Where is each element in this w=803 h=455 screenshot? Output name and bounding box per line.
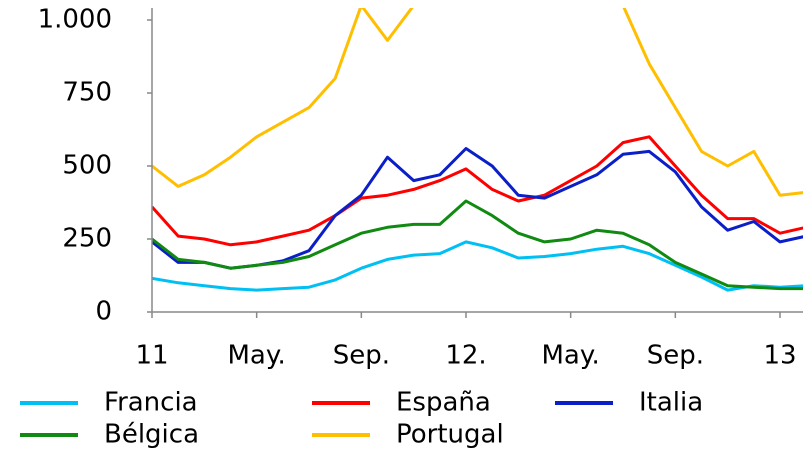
series-line [152,135,803,247]
x-tick-label: 12. [445,341,486,371]
legend-label: Francia [104,388,198,418]
y-tick-label: 0 [95,297,112,327]
legend-label: Portugal [396,420,504,450]
x-tick-label: May. [228,341,286,371]
legend-label: Bélgica [104,420,199,450]
x-tick-label: 11 [135,341,168,371]
y-tick-label: 750 [62,78,112,108]
x-tick-label: Sep. [647,341,704,371]
plot-area [152,8,803,292]
legend-label: España [396,388,491,418]
y-tick-label: 1.000 [38,5,112,35]
y-tick-label: 250 [62,224,112,254]
x-tick-label: May. [542,341,600,371]
series-line [152,199,803,291]
x-tick-label: Sep. [333,341,390,371]
y-tick-label: 500 [62,151,112,181]
series-line [152,8,803,197]
x-tick-label: 13 [763,341,796,371]
series-line [152,240,803,292]
legend-label: Italia [639,388,703,418]
